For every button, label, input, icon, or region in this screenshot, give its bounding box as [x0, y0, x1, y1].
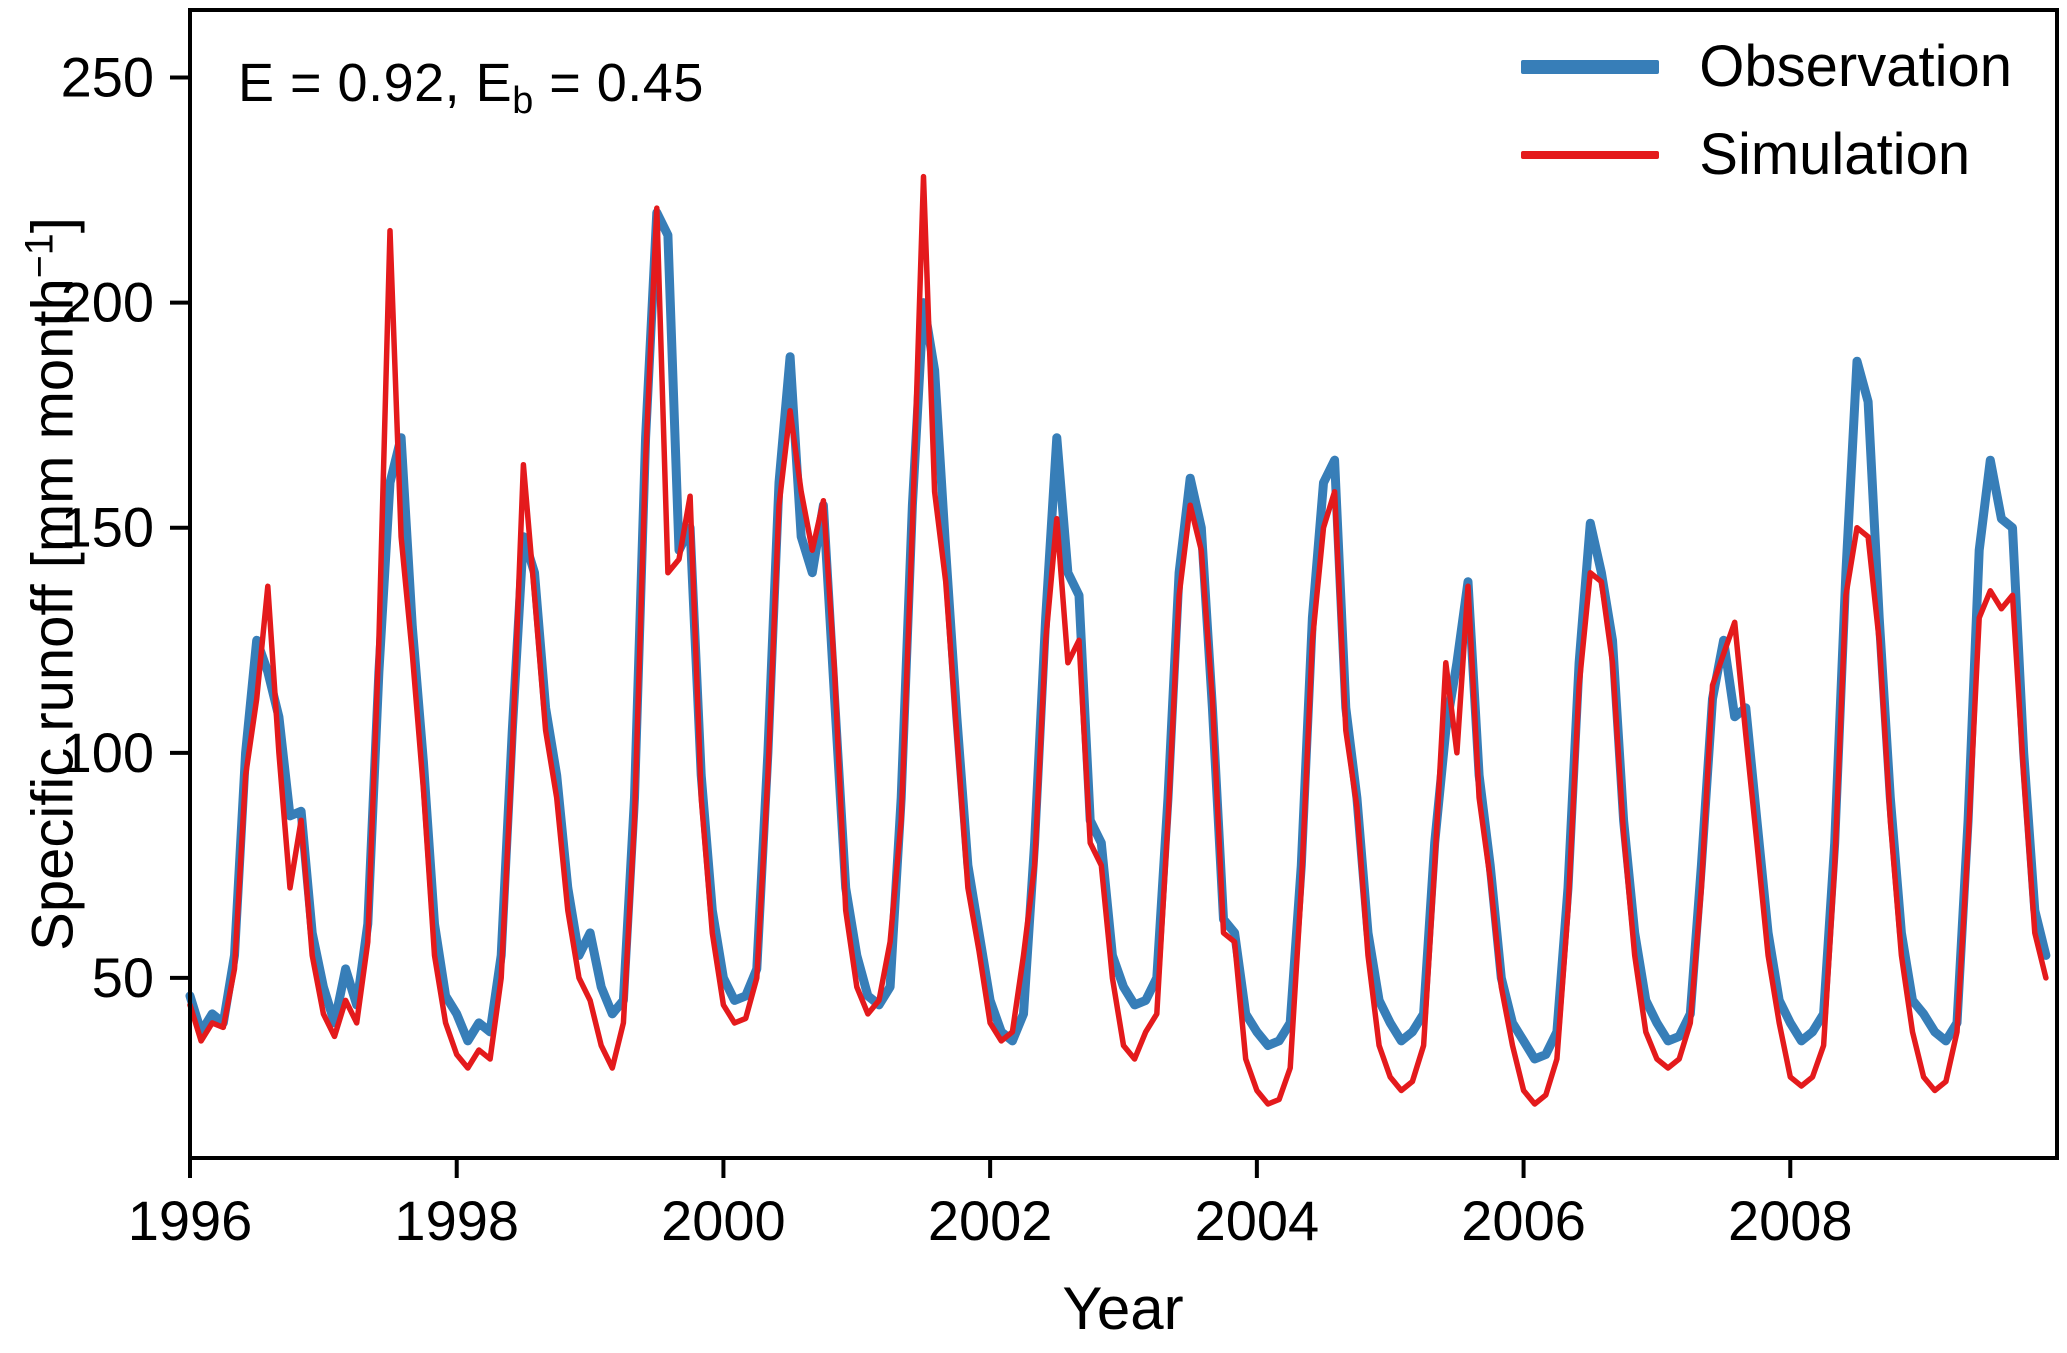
y-axis-label-close: ] — [20, 217, 86, 234]
y-axis-label-superscript: −1 — [17, 233, 62, 279]
y-tick-label: 150 — [61, 496, 154, 559]
simulation-line — [187, 173, 2049, 1107]
y-axis-label-text: Specific runoff [mm month — [20, 278, 86, 951]
y-tick-label: 250 — [61, 46, 154, 109]
legend-entry-observation: Observation — [1521, 38, 2012, 96]
legend-entry-simulation: Simulation — [1521, 126, 2012, 184]
legend-label-observation: Observation — [1699, 34, 2012, 99]
y-tick-label: 200 — [61, 271, 154, 334]
legend-label-simulation: Simulation — [1699, 122, 1971, 187]
efficiency-annotation: E = 0.92, Eb = 0.45 — [238, 52, 704, 123]
x-tick-label: 1996 — [128, 1189, 253, 1252]
simulation-line-swatch — [1521, 150, 1660, 160]
observation-line-swatch — [1521, 60, 1660, 74]
y-axis-label: Specific runoff [mm month−1] — [17, 217, 86, 951]
x-tick-label: 1998 — [394, 1189, 519, 1252]
y-tick-label: 100 — [61, 721, 154, 784]
x-tick-label: 2002 — [928, 1189, 1053, 1252]
x-tick-label: 2000 — [661, 1189, 786, 1252]
x-tick-label: 2008 — [1728, 1189, 1853, 1252]
y-tick-label: 50 — [92, 946, 154, 1009]
annotation-prefix: E = 0.92, E — [238, 53, 513, 113]
annotation-subscript: b — [512, 79, 534, 122]
annotation-suffix: = 0.45 — [533, 53, 704, 113]
x-axis-label: Year — [1062, 1275, 1184, 1342]
x-tick-label: 2004 — [1195, 1189, 1320, 1252]
legend: Observation Simulation — [1521, 38, 2012, 184]
x-tick-label: 2006 — [1461, 1189, 1586, 1252]
plot-frame — [188, 8, 2059, 1160]
